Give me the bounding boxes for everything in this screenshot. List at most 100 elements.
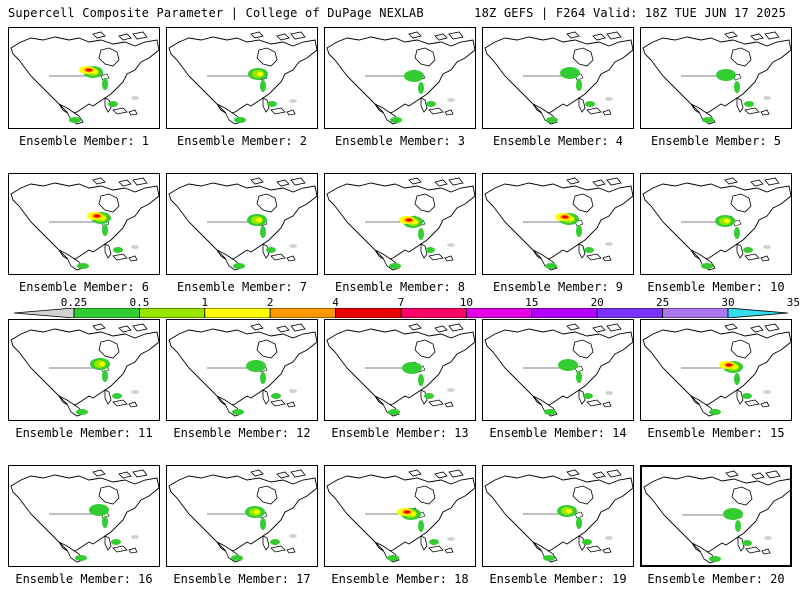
ensemble-member-map[interactable] bbox=[8, 173, 160, 275]
scp-field bbox=[131, 390, 139, 394]
scp-field bbox=[131, 96, 139, 100]
scp-field bbox=[289, 99, 297, 103]
color-segment bbox=[269, 308, 337, 318]
island bbox=[250, 469, 264, 477]
island bbox=[132, 323, 148, 332]
island bbox=[592, 33, 606, 41]
island bbox=[118, 33, 132, 41]
island bbox=[132, 31, 148, 40]
coastline bbox=[326, 328, 475, 407]
scp-field bbox=[404, 70, 424, 82]
island bbox=[128, 401, 138, 408]
scp-field bbox=[734, 227, 740, 239]
island bbox=[118, 325, 132, 333]
scp-field bbox=[254, 510, 260, 514]
scp-field bbox=[289, 534, 297, 538]
scp-field bbox=[558, 359, 578, 371]
ensemble-member-map[interactable] bbox=[324, 319, 476, 421]
island bbox=[765, 470, 781, 479]
island bbox=[448, 31, 464, 40]
island bbox=[286, 547, 296, 554]
scp-field bbox=[584, 247, 594, 253]
island bbox=[112, 253, 128, 261]
member-map-svg bbox=[168, 469, 317, 563]
ensemble-member-map[interactable] bbox=[640, 173, 792, 275]
hudson-bay bbox=[414, 339, 436, 359]
ensemble-member-map[interactable] bbox=[324, 27, 476, 129]
ensemble-member-map[interactable] bbox=[166, 465, 318, 567]
scp-field bbox=[233, 263, 245, 269]
island bbox=[606, 469, 622, 478]
ensemble-member-map[interactable] bbox=[166, 319, 318, 421]
scp-field bbox=[257, 72, 263, 76]
coastline bbox=[484, 36, 633, 115]
member-map-svg bbox=[642, 323, 791, 417]
scp-field bbox=[270, 539, 280, 545]
ensemble-member-map[interactable] bbox=[482, 173, 634, 275]
scp-field bbox=[447, 388, 455, 392]
ensemble-member-map[interactable] bbox=[482, 319, 634, 421]
hudson-bay bbox=[98, 485, 120, 505]
hudson-bay bbox=[414, 193, 436, 213]
island bbox=[744, 253, 760, 261]
island bbox=[751, 472, 765, 480]
florida bbox=[104, 389, 112, 405]
ensemble-member-label: Ensemble Member: 17 bbox=[173, 572, 311, 586]
island bbox=[750, 325, 764, 333]
scp-field bbox=[260, 80, 266, 92]
member-map-svg bbox=[642, 177, 791, 271]
island bbox=[118, 179, 132, 187]
island bbox=[744, 399, 760, 407]
color-segment bbox=[662, 308, 729, 318]
ensemble-member-map[interactable] bbox=[8, 319, 160, 421]
ensemble-member-map[interactable] bbox=[324, 173, 476, 275]
ensemble-member-map[interactable] bbox=[8, 465, 160, 567]
ensemble-member-map[interactable] bbox=[166, 27, 318, 129]
florida bbox=[104, 97, 112, 113]
hudson-bay bbox=[572, 339, 594, 359]
island bbox=[444, 401, 454, 408]
island bbox=[250, 31, 264, 39]
scp-field bbox=[576, 225, 582, 237]
island bbox=[250, 323, 264, 331]
hudson-bay bbox=[572, 47, 594, 67]
island bbox=[92, 323, 106, 331]
island bbox=[750, 33, 764, 41]
ensemble-member-map[interactable] bbox=[482, 465, 634, 567]
island bbox=[92, 31, 106, 39]
florida bbox=[104, 243, 112, 259]
ensemble-member-label: Ensemble Member: 9 bbox=[492, 280, 624, 294]
ensemble-member-map[interactable] bbox=[8, 27, 160, 129]
scp-field bbox=[89, 504, 109, 516]
color-scale-tick-label: 2 bbox=[266, 296, 274, 309]
coastline bbox=[168, 328, 317, 407]
island bbox=[444, 547, 454, 554]
scp-field bbox=[763, 245, 771, 249]
island bbox=[112, 399, 128, 407]
island bbox=[566, 323, 580, 331]
ensemble-member-map[interactable] bbox=[482, 27, 634, 129]
hudson-bay bbox=[256, 485, 278, 505]
color-segment bbox=[14, 308, 75, 318]
island bbox=[448, 323, 464, 332]
ensemble-member-map[interactable] bbox=[166, 173, 318, 275]
member-map-svg bbox=[10, 323, 159, 417]
scp-field bbox=[387, 555, 399, 561]
scp-field bbox=[544, 409, 556, 415]
ensemble-member-map[interactable] bbox=[640, 319, 792, 421]
scp-field bbox=[108, 101, 118, 107]
scp-field bbox=[112, 393, 122, 399]
scp-field bbox=[289, 389, 297, 393]
scp-field bbox=[709, 409, 721, 415]
ensemble-member-map[interactable] bbox=[324, 465, 476, 567]
scp-field bbox=[260, 372, 266, 384]
hudson-bay bbox=[98, 47, 120, 67]
ensemble-member-map[interactable] bbox=[640, 27, 792, 129]
island bbox=[132, 177, 148, 186]
ensemble-member-map[interactable] bbox=[640, 465, 792, 567]
scp-field bbox=[724, 219, 730, 223]
scp-field bbox=[102, 370, 108, 382]
scp-field bbox=[734, 373, 740, 385]
island bbox=[270, 399, 286, 407]
scp-field bbox=[543, 555, 555, 561]
